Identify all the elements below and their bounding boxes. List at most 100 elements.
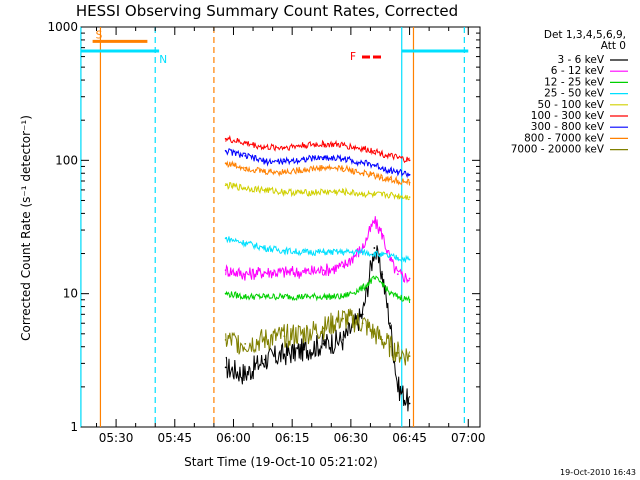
legend-entry-label: 100 - 300 keV [531, 110, 605, 122]
data-point [389, 322, 391, 325]
flag-label-n: N [159, 54, 167, 66]
data-point [224, 366, 227, 369]
data-point [224, 237, 227, 240]
data-point [244, 154, 247, 157]
data-point [389, 292, 391, 295]
data-point [342, 190, 344, 193]
series-line [225, 160, 411, 186]
data-point [303, 168, 305, 171]
data-point [303, 251, 305, 253]
data-point [263, 358, 266, 361]
data-point [381, 176, 384, 179]
data-point [389, 255, 391, 258]
series-6-12-kev [224, 216, 411, 284]
y-tick-label: 100 [55, 153, 78, 167]
series-50-100-kev [224, 181, 411, 201]
data-point [396, 295, 399, 298]
data-point [361, 193, 364, 195]
x-tick-label: 05:45 [157, 431, 192, 445]
x-axis-label: Start Time (19-Oct-10 05:21:02) [184, 455, 378, 469]
legend-entry-label: 300 - 800 keV [531, 121, 605, 133]
data-point [244, 242, 247, 244]
legend-entry-label: 25 - 50 keV [544, 88, 605, 100]
legend-entry-label: 3 - 6 keV [557, 54, 604, 66]
data-point [361, 161, 364, 164]
data-point [224, 137, 227, 140]
x-tick-label: 05:30 [99, 431, 134, 445]
data-point [303, 348, 305, 351]
data-point [396, 351, 399, 354]
data-point [263, 247, 266, 249]
data-point [224, 162, 227, 165]
series-line [225, 181, 410, 201]
data-point [408, 402, 411, 405]
data-point [224, 339, 227, 341]
data-point [342, 317, 344, 320]
data-point [408, 181, 411, 184]
data-point [396, 180, 399, 182]
data-point [373, 194, 376, 196]
data-point [396, 195, 399, 197]
data-point [244, 295, 247, 298]
series-line [225, 216, 411, 284]
data-point [389, 194, 391, 196]
axes: 05:30 05:45 06:00 06:15 06:30 06:45 07:00 1 10 10… [47, 20, 485, 445]
series-line [225, 148, 410, 179]
data-point [396, 170, 399, 173]
data-point [342, 251, 344, 253]
legend-entry-label: 800 - 7000 keV [524, 132, 605, 144]
data-point [389, 169, 391, 172]
timestamp-stamp: 19-Oct-2010 16:43 [560, 468, 636, 477]
data-point [373, 149, 376, 152]
legend-header: Att 0 [601, 40, 626, 52]
legend-header: Det 1,3,4,5,6,9, [544, 29, 626, 41]
data-point [381, 282, 384, 285]
series-layer [224, 134, 411, 412]
data-point [322, 343, 325, 345]
data-point [408, 277, 411, 280]
series-300-800-kev [224, 148, 411, 179]
data-point [283, 160, 286, 163]
series-line [225, 308, 411, 366]
data-point [322, 295, 325, 298]
series-7000-20000-kev [224, 308, 411, 366]
data-point [303, 271, 305, 274]
data-point [342, 295, 344, 298]
data-point [342, 144, 344, 147]
x-tick-label: 06:15 [275, 431, 310, 445]
legend-entry-label: 7000 - 20000 keV [511, 144, 605, 156]
data-point [389, 154, 391, 157]
x-tick-label: 06:00 [216, 431, 251, 445]
data-point [373, 174, 376, 177]
series-3-6-kev [224, 245, 411, 412]
legend-entry-label: 50 - 100 keV [537, 99, 604, 111]
data-point [408, 258, 411, 261]
data-point [396, 273, 399, 276]
data-point [381, 233, 384, 235]
data-point [373, 332, 376, 335]
data-point [322, 143, 325, 146]
data-point [361, 287, 364, 290]
data-point [389, 178, 391, 181]
data-point [283, 190, 286, 193]
data-point [361, 313, 364, 316]
data-point [263, 189, 266, 191]
data-point [373, 277, 376, 280]
data-point [244, 187, 247, 189]
data-point [342, 265, 344, 268]
data-point [283, 335, 286, 338]
data-point [396, 257, 399, 259]
data-point [263, 146, 266, 149]
legend-entry-label: 6 - 12 keV [551, 65, 605, 77]
orbit-markers: S N F [80, 27, 469, 427]
series-25-50-kev [224, 236, 411, 263]
data-point [408, 159, 411, 162]
data-point [322, 327, 325, 330]
data-point [373, 220, 376, 223]
y-tick-label: 1 [70, 420, 78, 434]
plot-border [80, 26, 481, 428]
data-point [303, 295, 305, 298]
data-point [263, 295, 266, 298]
x-tick-label: 06:45 [392, 431, 427, 445]
